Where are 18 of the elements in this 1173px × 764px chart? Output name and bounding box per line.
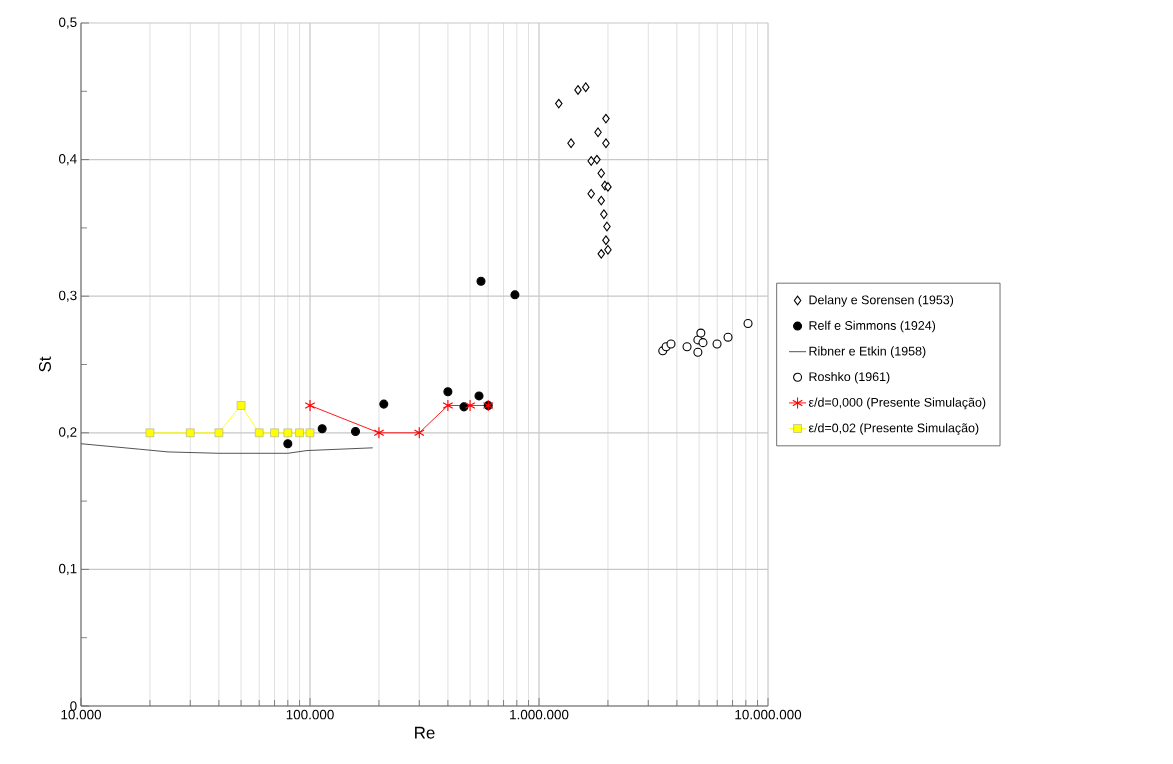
y-tick-label: 0,1 [59, 563, 77, 575]
x-axis-title: Re [415, 726, 435, 739]
legend-label: Delany e Sorensen (1953) [809, 295, 954, 307]
legend-label: ε/d=0,000 (Presente Simulação) [808, 397, 986, 410]
x-tick-label: 1.000.000 [510, 709, 569, 720]
legend-label: Ribner e Etkin (1958) [809, 346, 926, 358]
x-tick-label: 100.000 [286, 709, 334, 720]
legend-label: Roshko (1961) [809, 371, 890, 384]
y-tick-label: 0 [70, 701, 77, 711]
x-tick-label: 10.000.000 [735, 709, 802, 720]
y-tick-label: 0,5 [59, 17, 77, 29]
y-tick-label: 0,2 [59, 427, 77, 439]
y-tick-label: 0,4 [59, 154, 77, 166]
y-tick-label: 0,3 [59, 290, 77, 302]
y-axis-title: St [38, 356, 51, 372]
legend-label: ε/d=0,02 (Presente Simulação) [808, 423, 979, 435]
x-tick-label: 10.000 [61, 709, 102, 720]
legend-label: Relf e Simmons (1924) [809, 320, 936, 333]
